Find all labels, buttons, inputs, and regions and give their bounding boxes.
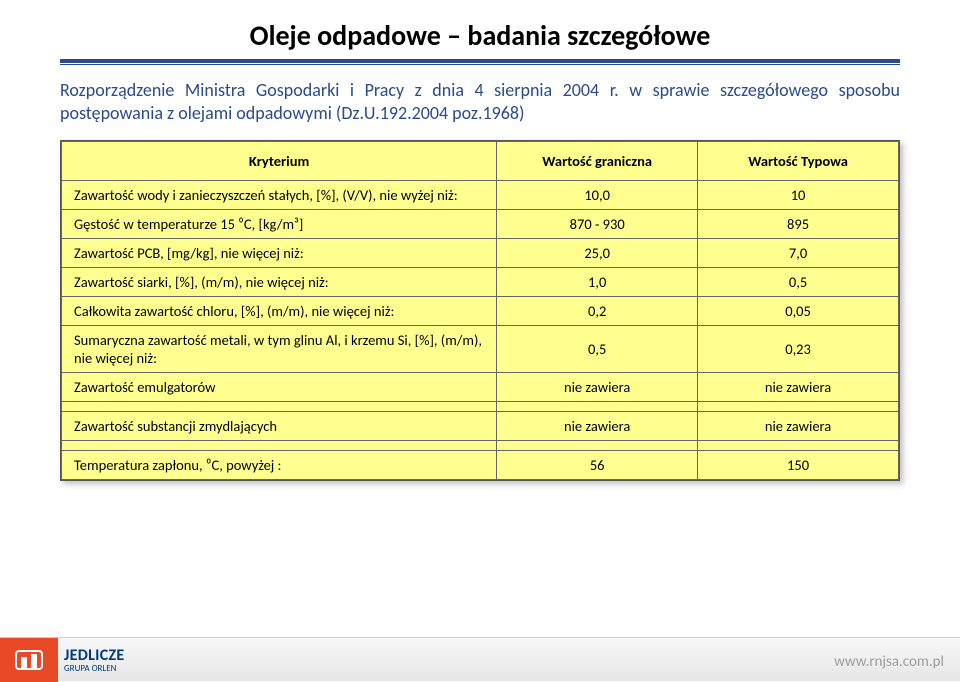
spacer-row	[62, 441, 899, 451]
cell-typical: 895	[698, 210, 899, 239]
cell-limit: 0,2	[497, 297, 698, 326]
cell-typical: 150	[698, 451, 899, 480]
cell-label: Zawartość wody i zanieczyszczeń stałych,…	[62, 181, 497, 210]
table-row: Zawartość emulgatorów nie zawiera nie za…	[62, 373, 899, 402]
cell-label: Temperatura zapłonu, ⁰C, powyżej :	[62, 451, 497, 480]
cell-limit: 56	[497, 451, 698, 480]
cell-limit: nie zawiera	[497, 373, 698, 402]
cell-limit: nie zawiera	[497, 412, 698, 441]
title-rule	[60, 59, 900, 65]
subtitle-text: Rozporządzenie Ministra Gospodarki i Pra…	[60, 79, 900, 124]
page-footer: JEDLICZE GRUPA ORLEN www.rnjsa.com.pl	[0, 637, 960, 681]
cell-limit: 10,0	[497, 181, 698, 210]
col-header-criterion: Kryterium	[62, 142, 497, 181]
cell-typical: 0,05	[698, 297, 899, 326]
cell-label: Zawartość emulgatorów	[62, 373, 497, 402]
table-row: Całkowita zawartość chloru, [%], (m/m), …	[62, 297, 899, 326]
table-row: Gęstość w temperaturze 15 ⁰C, [kg/m³] 87…	[62, 210, 899, 239]
cell-label: Całkowita zawartość chloru, [%], (m/m), …	[62, 297, 497, 326]
cell-typical: 7,0	[698, 239, 899, 268]
brand-sub: GRUPA ORLEN	[64, 663, 125, 674]
cell-limit: 1,0	[497, 268, 698, 297]
table-row: Sumaryczna zawartość metali, w tym glinu…	[62, 326, 899, 373]
cell-typical: nie zawiera	[698, 373, 899, 402]
cell-typical: nie zawiera	[698, 412, 899, 441]
criteria-table-container: Kryterium Wartość graniczna Wartość Typo…	[60, 140, 900, 481]
footer-url: www.rnjsa.com.pl	[834, 653, 944, 671]
table-row: Zawartość wody i zanieczyszczeń stałych,…	[62, 181, 899, 210]
cell-label: Zawartość PCB, [mg/kg], nie więcej niż:	[62, 239, 497, 268]
page-title: Oleje odpadowe – badania szczegółowe	[60, 18, 900, 53]
table-row: Zawartość substancji zmydlających nie za…	[62, 412, 899, 441]
spacer-row	[62, 402, 899, 412]
table-row: Zawartość PCB, [mg/kg], nie więcej niż: …	[62, 239, 899, 268]
cell-limit: 25,0	[497, 239, 698, 268]
table-row: Zawartość siarki, [%], (m/m), nie więcej…	[62, 268, 899, 297]
cell-limit: 870 - 930	[497, 210, 698, 239]
table-row: Temperatura zapłonu, ⁰C, powyżej : 56 15…	[62, 451, 899, 480]
col-header-limit: Wartość graniczna	[497, 142, 698, 181]
cell-typical: 10	[698, 181, 899, 210]
cell-label: Sumaryczna zawartość metali, w tym glinu…	[62, 326, 497, 373]
cell-label: Gęstość w temperaturze 15 ⁰C, [kg/m³]	[62, 210, 497, 239]
cell-limit: 0,5	[497, 326, 698, 373]
cell-typical: 0,23	[698, 326, 899, 373]
cell-typical: 0,5	[698, 268, 899, 297]
logo-icon	[0, 638, 58, 682]
brand-name: JEDLICZE	[64, 646, 125, 665]
col-header-typical: Wartość Typowa	[698, 142, 899, 181]
criteria-table: Kryterium Wartość graniczna Wartość Typo…	[61, 141, 899, 480]
cell-label: Zawartość substancji zmydlających	[62, 412, 497, 441]
cell-label: Zawartość siarki, [%], (m/m), nie więcej…	[62, 268, 497, 297]
